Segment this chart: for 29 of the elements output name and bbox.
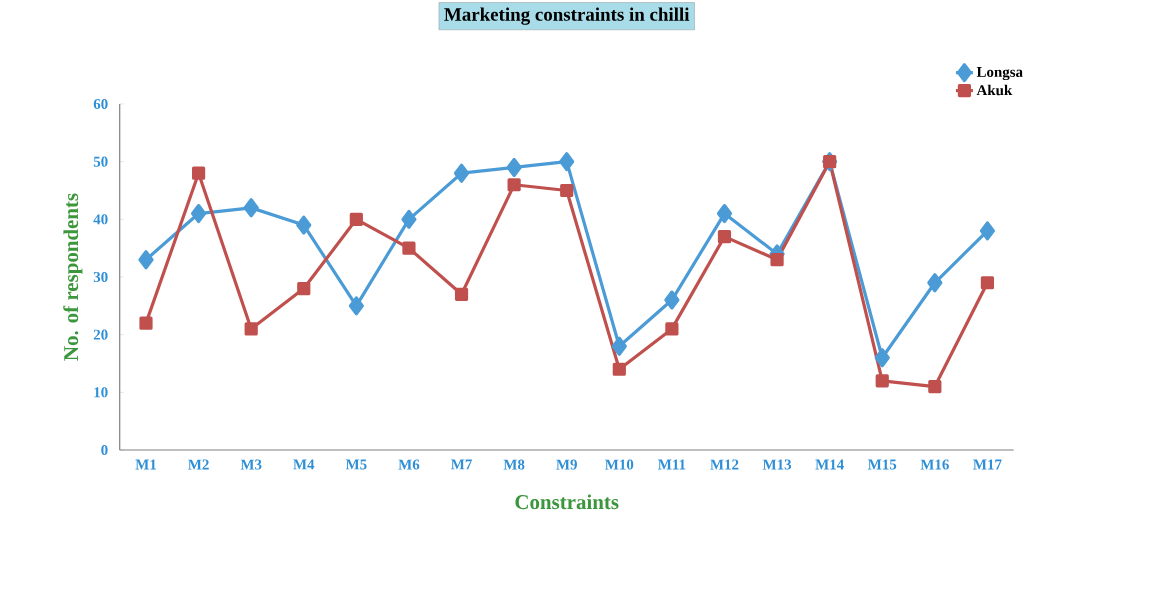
x-tick-label: M4: [293, 459, 315, 470]
y-tick-label: 0: [101, 444, 108, 456]
legend-label: Longsa: [976, 67, 1023, 81]
y-tick-label: 20: [93, 329, 108, 340]
x-tick-label: M13: [762, 459, 792, 470]
x-tick-label: M17: [973, 459, 1002, 470]
y-tick-label: 40: [93, 214, 108, 225]
y-tick-label: 60: [93, 98, 108, 110]
y-tick-label: 50: [93, 156, 108, 167]
x-tick-label: M6: [398, 459, 420, 470]
x-tick-label: M8: [503, 459, 525, 470]
legend-label: Akuk: [976, 84, 1013, 96]
x-tick-label: M3: [240, 459, 262, 470]
y-axis-title: No. of respondents: [63, 193, 83, 361]
x-tick-label: M16: [920, 459, 949, 470]
y-tick-label: 10: [94, 387, 108, 398]
x-tick-label: M12: [710, 459, 739, 470]
x-tick-label: M10: [605, 459, 634, 470]
chart-title: Marketing constraints in chilli: [444, 7, 690, 25]
x-tick-label: M1: [135, 459, 157, 470]
x-axis-title: Constraints: [515, 494, 619, 510]
x-tick-label: M9: [556, 459, 577, 470]
y-tick-label: 30: [93, 271, 108, 283]
x-tick-label: M11: [658, 459, 686, 470]
x-tick-label: M14: [815, 459, 844, 470]
x-tick-label: M15: [867, 459, 897, 470]
x-tick-label: M7: [450, 459, 472, 470]
x-tick-label: M5: [345, 459, 367, 470]
x-tick-label: M2: [188, 459, 209, 470]
